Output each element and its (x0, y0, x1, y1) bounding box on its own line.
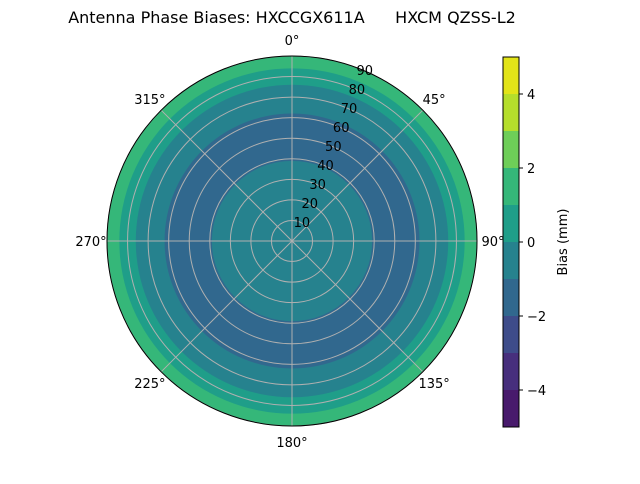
theta-tick-label: 0° (285, 34, 300, 49)
r-tick-label: 40 (317, 159, 334, 174)
angular-gridline (291, 109, 424, 242)
r-tick-label: 60 (333, 121, 350, 136)
colorbar-segment (503, 279, 519, 316)
colorbar-label: Bias (mm) (556, 209, 571, 276)
r-tick-label: 70 (341, 102, 358, 117)
angular-gridline (291, 240, 424, 373)
colorbar-tick-label: −2 (527, 310, 546, 325)
r-tick-label: 20 (301, 197, 318, 212)
axis-labels: 0° 45° 90° 135° 180° 225° 270° 315° 10 20 30 40 50 60… (75, 34, 504, 451)
theta-tick-label: 135° (418, 377, 449, 392)
colorbar-tick-label: 2 (527, 162, 535, 177)
angular-gridline (160, 240, 293, 373)
theta-tick-label: 45° (423, 93, 446, 108)
polar-grid (106, 55, 478, 427)
colorbar-segment (503, 57, 519, 94)
colorbar-segment (503, 353, 519, 390)
r-tick-label: 50 (325, 140, 342, 155)
colorbar-tick-label: 0 (527, 236, 535, 251)
polar-frame (106, 55, 478, 427)
theta-tick-label: 270° (75, 235, 106, 250)
colorbar-segment (503, 242, 519, 279)
colorbar-tick-label: −4 (527, 384, 546, 399)
theta-tick-label: 315° (134, 93, 165, 108)
colorbar: 4 2 0 −2 −4 (502, 56, 546, 428)
r-tick-label: 90 (357, 64, 374, 79)
colorbar-segment (503, 131, 519, 168)
r-tick-label: 30 (309, 178, 326, 193)
colorbar-segment (503, 316, 519, 353)
theta-tick-label: 90° (481, 235, 504, 250)
theta-tick-label: 180° (276, 436, 307, 451)
r-tick-label: 10 (294, 216, 311, 231)
colorbar-segment (503, 205, 519, 242)
colorbar-tick-label: 4 (527, 88, 535, 103)
angular-gridline (160, 109, 293, 242)
colorbar-segment (503, 94, 519, 131)
theta-tick-label: 225° (134, 377, 165, 392)
colorbar-segment (503, 168, 519, 205)
colorbar-segment (503, 390, 519, 427)
chart-title: Antenna Phase Biases: HXCCGX611A HXCM QZ… (68, 8, 516, 27)
r-tick-label: 80 (349, 83, 366, 98)
